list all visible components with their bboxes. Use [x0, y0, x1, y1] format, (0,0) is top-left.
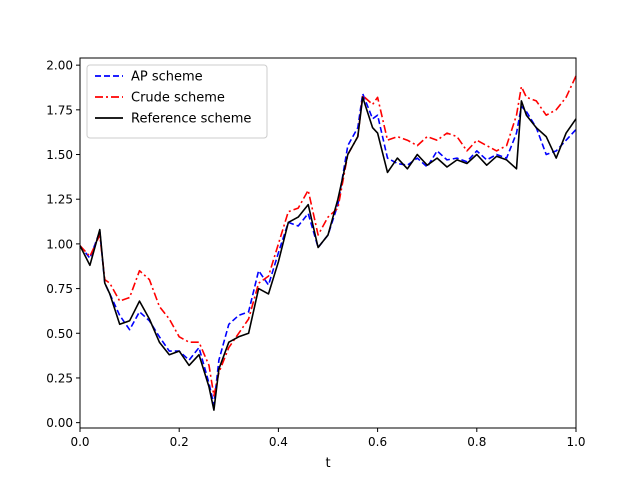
legend-label-crude-scheme: Crude scheme [131, 91, 225, 106]
legend-box [86, 64, 268, 139]
plot-frame [79, 57, 577, 429]
x-tick-label: 0.8 [467, 435, 486, 449]
legend-label-reference-scheme: Reference scheme [131, 112, 251, 127]
x-tick-label: 1.0 [566, 435, 585, 449]
legend-label-ap-scheme: AP scheme [131, 70, 203, 85]
series-line-ap-scheme [79, 92, 577, 406]
y-tick-label: 1.75 [46, 103, 73, 117]
y-tick-label: 2.00 [46, 59, 73, 73]
x-axis-label: t [325, 456, 330, 471]
y-tick-label: 0.75 [46, 282, 73, 296]
y-tick-label: 1.25 [46, 193, 73, 207]
y-tick-label: 0.00 [46, 416, 73, 430]
y-tick-label: 1.50 [46, 148, 73, 162]
x-tick-label: 0.6 [368, 435, 387, 449]
x-tick-label: 0.0 [70, 435, 89, 449]
y-tick-label: 0.50 [46, 327, 73, 341]
y-tick-label: 1.00 [46, 237, 73, 251]
y-axis: 0.00 0.25 0.50 0.75 1.00 1.25 1.50 1.75 2.00 [46, 59, 80, 430]
y-tick-label: 0.25 [46, 371, 73, 385]
series-line-crude-scheme [79, 75, 577, 397]
x-tick-label: 0.2 [170, 435, 189, 449]
series-line-reference-scheme [79, 96, 577, 411]
x-axis: 0.0 0.2 0.4 0.6 0.8 1.0 [70, 428, 586, 449]
series-lines [79, 75, 577, 411]
legend: AP scheme Crude scheme Reference scheme [86, 64, 268, 139]
x-tick-label: 0.4 [269, 435, 288, 449]
